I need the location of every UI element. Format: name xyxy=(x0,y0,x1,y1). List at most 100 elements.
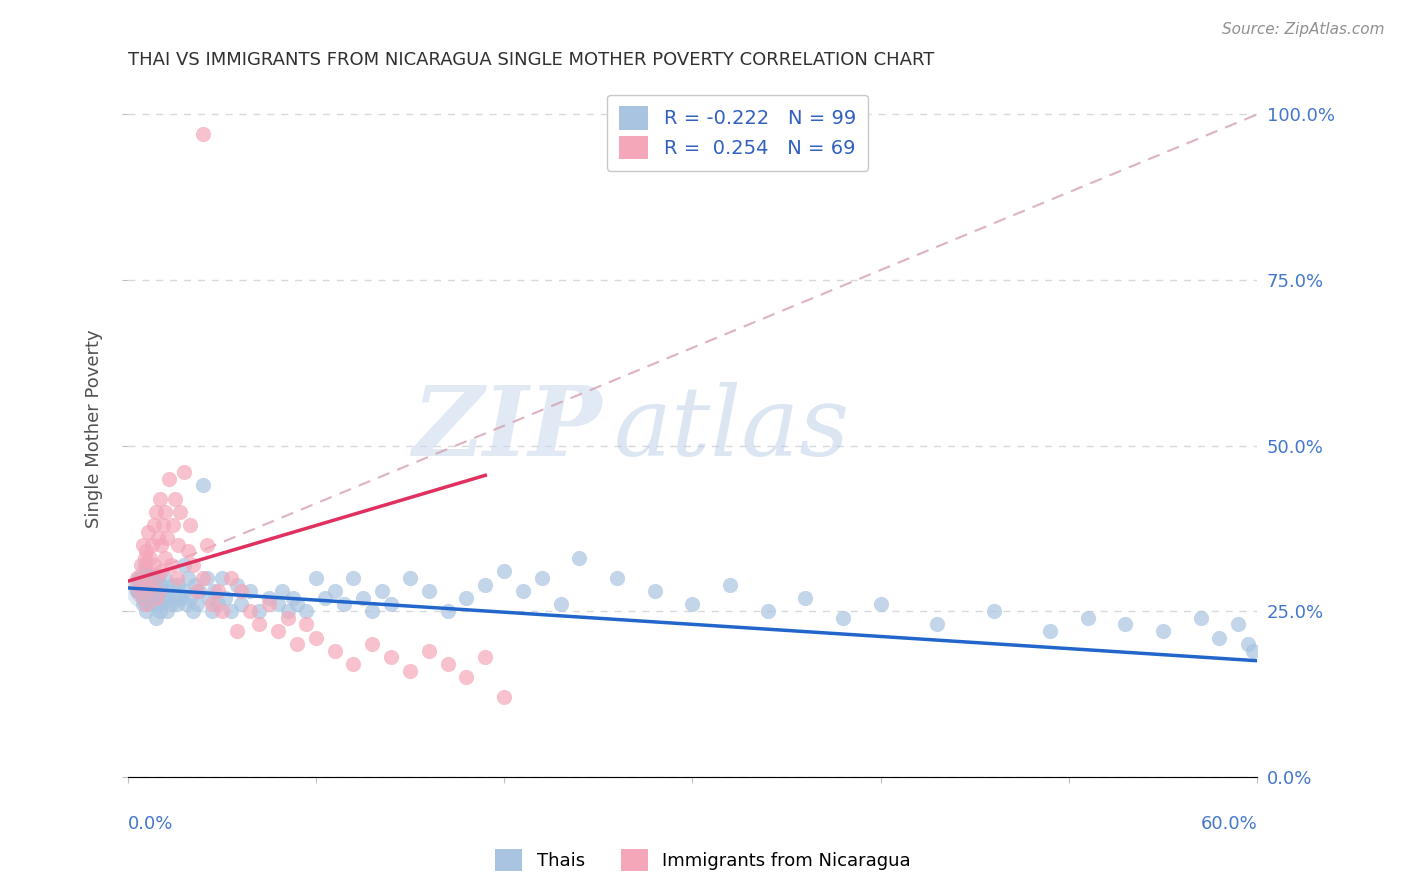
Point xyxy=(718,577,741,591)
Point xyxy=(156,531,179,545)
Point xyxy=(146,584,169,599)
Point xyxy=(361,637,384,651)
Point xyxy=(134,577,156,591)
Point xyxy=(131,591,153,605)
Point xyxy=(184,577,207,591)
Point xyxy=(277,610,299,624)
Point xyxy=(152,584,174,599)
Point xyxy=(211,571,233,585)
Point xyxy=(191,571,214,585)
Point xyxy=(197,591,219,605)
Point xyxy=(157,472,180,486)
Point xyxy=(247,604,270,618)
Point xyxy=(201,604,224,618)
Point xyxy=(135,604,157,618)
Text: THAI VS IMMIGRANTS FROM NICARAGUA SINGLE MOTHER POVERTY CORRELATION CHART: THAI VS IMMIGRANTS FROM NICARAGUA SINGLE… xyxy=(128,51,934,69)
Point xyxy=(135,544,157,558)
Point xyxy=(285,598,308,612)
Point xyxy=(135,577,157,591)
Point xyxy=(150,598,173,612)
Point xyxy=(145,591,167,605)
Point xyxy=(145,610,167,624)
Point xyxy=(201,598,224,612)
Point xyxy=(143,558,166,572)
Point xyxy=(146,591,169,605)
Point xyxy=(380,650,402,665)
Text: Source: ZipAtlas.com: Source: ZipAtlas.com xyxy=(1222,22,1385,37)
Point xyxy=(134,577,156,591)
Point xyxy=(163,491,186,506)
Point xyxy=(257,598,280,612)
Point xyxy=(314,591,336,605)
Point xyxy=(277,604,299,618)
Point xyxy=(271,584,294,599)
Point xyxy=(145,584,167,599)
Point xyxy=(333,598,356,612)
Y-axis label: Single Mother Poverty: Single Mother Poverty xyxy=(86,330,103,528)
Point xyxy=(305,631,328,645)
Point xyxy=(869,598,891,612)
Point xyxy=(157,584,180,599)
Point xyxy=(285,637,308,651)
Point xyxy=(145,505,167,519)
Point xyxy=(195,538,218,552)
Point xyxy=(179,518,201,533)
Point xyxy=(179,591,201,605)
Point xyxy=(134,558,156,572)
Point xyxy=(267,598,290,612)
Point xyxy=(456,670,478,684)
Point xyxy=(135,571,157,585)
Point xyxy=(211,604,233,618)
Point xyxy=(173,558,195,572)
Text: ZIP: ZIP xyxy=(412,382,602,476)
Point xyxy=(146,571,169,585)
Point xyxy=(129,558,152,572)
Point xyxy=(169,591,191,605)
Point xyxy=(160,598,183,612)
Point xyxy=(155,551,177,566)
Point xyxy=(257,591,280,605)
Point xyxy=(135,584,157,599)
Point xyxy=(136,524,159,539)
Point xyxy=(191,478,214,492)
Point xyxy=(342,657,364,671)
Legend: Thais, Immigrants from Nicaragua: Thais, Immigrants from Nicaragua xyxy=(488,842,918,879)
Point xyxy=(155,505,177,519)
Point xyxy=(925,617,948,632)
Point xyxy=(418,644,440,658)
Point xyxy=(1236,637,1258,651)
Point xyxy=(150,538,173,552)
Point xyxy=(1077,610,1099,624)
Point xyxy=(141,538,163,552)
Point xyxy=(305,571,328,585)
Point xyxy=(550,598,572,612)
Point xyxy=(436,604,458,618)
Point xyxy=(177,544,200,558)
Point xyxy=(134,584,156,599)
Point xyxy=(530,571,553,585)
Point xyxy=(202,584,225,599)
Point xyxy=(135,565,157,579)
Point xyxy=(125,571,148,585)
Point xyxy=(456,591,478,605)
Point xyxy=(494,690,516,705)
Point xyxy=(174,598,197,612)
Point xyxy=(135,591,157,605)
Point xyxy=(169,505,191,519)
Point xyxy=(295,604,318,618)
Point xyxy=(399,664,422,678)
Point xyxy=(145,598,167,612)
Point xyxy=(139,591,162,605)
Point xyxy=(131,577,153,591)
Point xyxy=(606,571,628,585)
Point xyxy=(162,518,184,533)
Point xyxy=(380,598,402,612)
Point xyxy=(160,558,183,572)
Point xyxy=(1114,617,1136,632)
Point xyxy=(135,598,157,612)
Point xyxy=(229,584,252,599)
Point xyxy=(131,598,153,612)
Point xyxy=(219,571,242,585)
Point xyxy=(512,584,534,599)
Point xyxy=(1227,617,1250,632)
